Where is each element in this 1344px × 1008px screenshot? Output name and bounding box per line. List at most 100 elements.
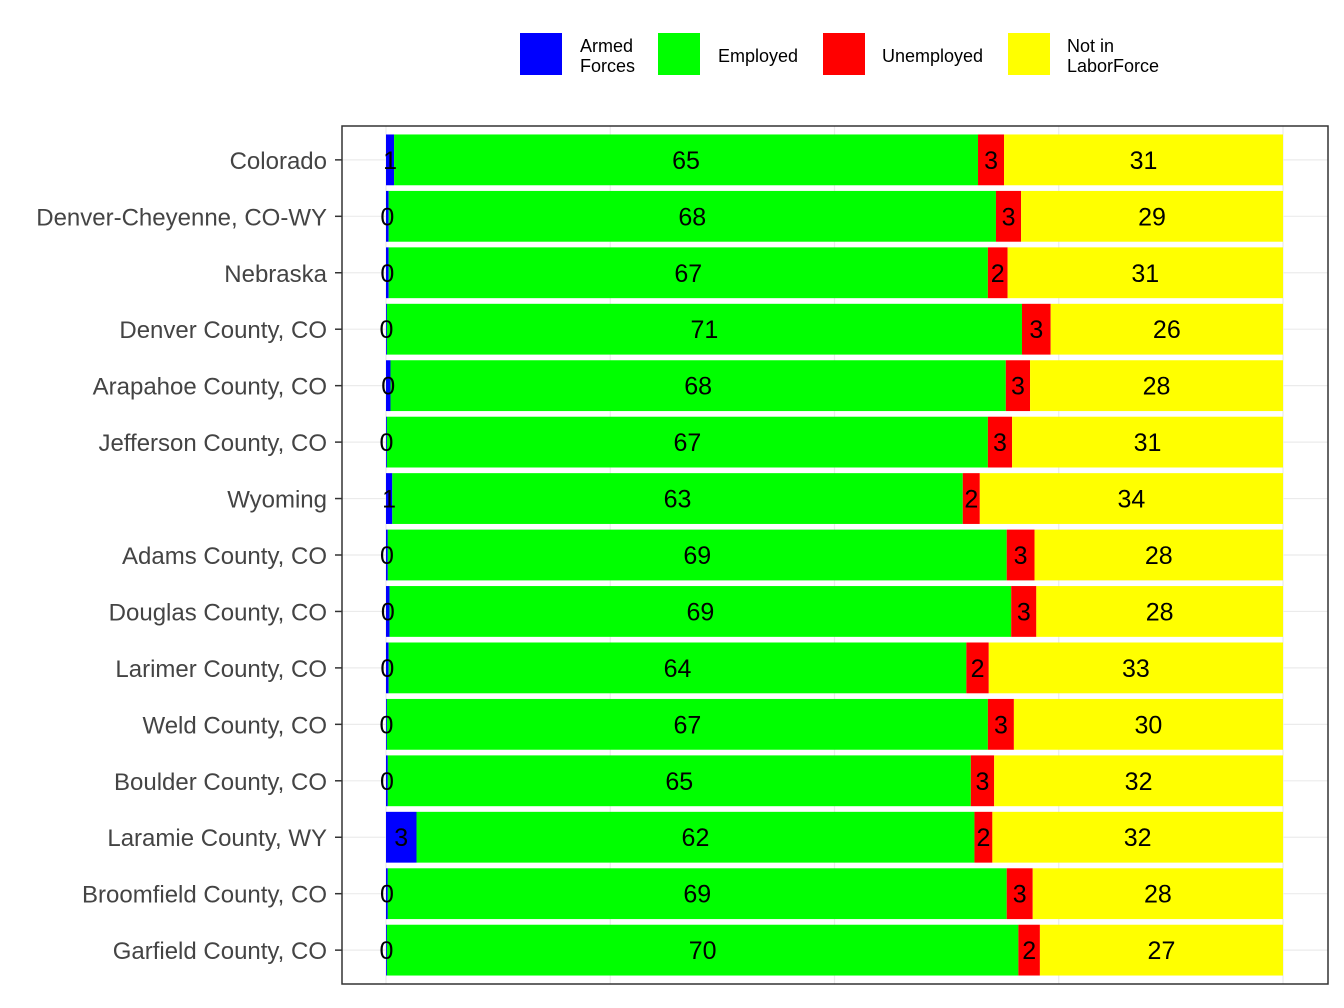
value-label-unemployed-4: 3 xyxy=(1011,373,1025,401)
value-label-unemployed-2: 2 xyxy=(991,260,1005,288)
bar-unemployed-5 xyxy=(987,416,1013,468)
legend-key-not-in-laborforce xyxy=(1008,33,1050,75)
bar-not-in-laborforce-0 xyxy=(1004,134,1283,186)
value-label-armed-forces-9: 0 xyxy=(380,655,394,683)
value-label-unemployed-12: 2 xyxy=(976,824,990,852)
value-label-employed-4: 68 xyxy=(684,373,712,401)
value-label-unemployed-10: 3 xyxy=(994,711,1008,739)
value-label-not-in-laborforce-12: 32 xyxy=(1124,824,1152,852)
y-tick-label-14: Garfield County, CO xyxy=(113,938,327,965)
value-label-employed-6: 63 xyxy=(664,486,692,514)
bar-unemployed-10 xyxy=(987,698,1014,750)
bar-not-in-laborforce-9 xyxy=(988,642,1283,694)
bar-employed-14 xyxy=(386,924,1019,976)
value-label-unemployed-9: 2 xyxy=(971,655,985,683)
value-label-employed-1: 68 xyxy=(678,203,706,231)
bar-armed-forces-3 xyxy=(386,303,387,355)
bar-armed-forces-7 xyxy=(386,529,388,581)
bar-employed-8 xyxy=(389,586,1012,637)
value-label-employed-13: 69 xyxy=(683,881,711,909)
bar-not-in-laborforce-7 xyxy=(1034,529,1283,581)
bar-unemployed-2 xyxy=(987,247,1008,299)
y-tick-label-9: Larimer County, CO xyxy=(115,656,327,683)
value-label-employed-12: 62 xyxy=(682,824,710,852)
y-tick-label-7: Adams County, CO xyxy=(122,543,327,570)
value-label-armed-forces-14: 0 xyxy=(379,937,393,965)
bar-unemployed-1 xyxy=(995,190,1022,242)
bar-armed-forces-12 xyxy=(386,811,417,863)
value-label-armed-forces-12: 3 xyxy=(394,824,408,852)
value-label-employed-14: 70 xyxy=(689,937,717,965)
value-label-unemployed-14: 2 xyxy=(1022,937,1036,965)
value-label-not-in-laborforce-7: 28 xyxy=(1145,542,1173,570)
value-label-employed-2: 67 xyxy=(674,260,702,288)
value-labels: 1 65 3 31 0 68 3 29 0 67 2 31 0 71 3 26 0 68 3 28 0 67 3 31 1 63 2… xyxy=(379,147,1180,965)
value-label-not-in-laborforce-3: 26 xyxy=(1153,316,1181,344)
bar-employed-5 xyxy=(386,416,988,468)
bar-armed-forces-0 xyxy=(386,134,395,186)
value-label-employed-8: 69 xyxy=(686,598,714,626)
value-label-armed-forces-6: 1 xyxy=(382,486,396,514)
value-label-not-in-laborforce-13: 28 xyxy=(1144,881,1172,909)
bar-not-in-laborforce-6 xyxy=(979,473,1283,524)
bar-unemployed-6 xyxy=(962,473,980,524)
y-tick-label-5: Jefferson County, CO xyxy=(98,430,327,457)
bar-armed-forces-4 xyxy=(386,360,391,412)
value-label-unemployed-7: 3 xyxy=(1014,542,1028,570)
bar-unemployed-4 xyxy=(1005,360,1031,412)
legend-label-armed-forces-line-1: Forces xyxy=(580,56,635,76)
bar-armed-forces-10 xyxy=(386,698,387,750)
y-tick-label-0: Colorado xyxy=(230,148,327,175)
value-label-armed-forces-1: 0 xyxy=(380,203,394,231)
bar-armed-forces-2 xyxy=(386,247,389,299)
bar-employed-3 xyxy=(386,303,1022,355)
value-label-employed-11: 65 xyxy=(665,768,693,796)
value-label-not-in-laborforce-0: 31 xyxy=(1130,147,1158,175)
bar-not-in-laborforce-5 xyxy=(1012,416,1283,468)
legend-key-employed xyxy=(658,33,700,75)
value-label-armed-forces-5: 0 xyxy=(379,429,393,457)
value-label-unemployed-1: 3 xyxy=(1002,203,1016,231)
value-label-armed-forces-10: 0 xyxy=(379,711,393,739)
bar-not-in-laborforce-14 xyxy=(1039,924,1283,976)
y-tick-label-8: Douglas County, CO xyxy=(109,599,327,626)
bar-armed-forces-11 xyxy=(386,755,388,807)
y-tick-label-2: Nebraska xyxy=(224,261,327,288)
value-label-not-in-laborforce-4: 28 xyxy=(1143,373,1171,401)
value-label-employed-0: 65 xyxy=(672,147,700,175)
value-label-employed-10: 67 xyxy=(673,711,701,739)
legend-key-armed-forces xyxy=(520,33,562,75)
bar-unemployed-9 xyxy=(966,642,989,694)
value-label-unemployed-8: 3 xyxy=(1017,598,1031,626)
value-label-unemployed-5: 3 xyxy=(993,429,1007,457)
value-label-unemployed-13: 3 xyxy=(1013,881,1027,909)
y-tick-label-3: Denver County, CO xyxy=(119,317,327,344)
value-label-employed-5: 67 xyxy=(673,429,701,457)
value-label-armed-forces-0: 1 xyxy=(383,147,397,175)
value-label-not-in-laborforce-5: 31 xyxy=(1134,429,1162,457)
bar-employed-2 xyxy=(388,247,988,299)
bar-armed-forces-9 xyxy=(386,642,389,694)
bar-armed-forces-8 xyxy=(386,586,390,637)
bar-unemployed-0 xyxy=(978,134,1005,186)
value-label-armed-forces-7: 0 xyxy=(380,542,394,570)
y-tick-label-4: Arapahoe County, CO xyxy=(93,374,327,401)
value-label-employed-9: 64 xyxy=(664,655,692,683)
legend-label-unemployed: Unemployed xyxy=(882,46,983,66)
legend-label-not-in-laborforce-line-0: Not in xyxy=(1067,36,1114,56)
bar-not-in-laborforce-12 xyxy=(992,811,1283,863)
value-label-not-in-laborforce-10: 30 xyxy=(1135,711,1163,739)
y-tick-label-13: Broomfield County, CO xyxy=(82,882,327,909)
bar-unemployed-8 xyxy=(1011,586,1037,637)
bar-armed-forces-6 xyxy=(386,473,393,524)
bar-unemployed-14 xyxy=(1018,924,1040,976)
bar-employed-12 xyxy=(416,811,975,863)
bar-employed-1 xyxy=(388,190,996,242)
legend-label-employed: Employed xyxy=(718,46,798,66)
bar-unemployed-13 xyxy=(1006,868,1033,920)
value-label-armed-forces-8: 0 xyxy=(381,598,395,626)
bar-armed-forces-1 xyxy=(386,190,389,242)
value-label-armed-forces-11: 0 xyxy=(380,768,394,796)
bar-armed-forces-13 xyxy=(386,868,388,920)
